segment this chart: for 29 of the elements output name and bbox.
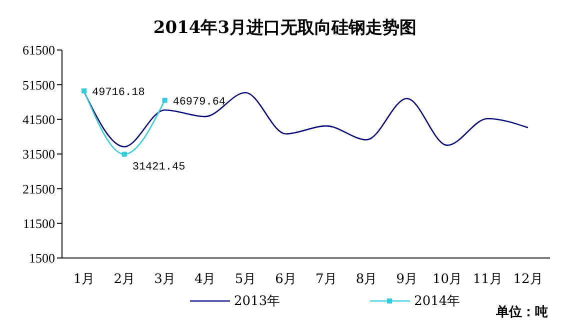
text: 单位：吨 bbox=[496, 304, 548, 321]
x-tick-label: 10月 bbox=[432, 272, 462, 288]
x-tick-label: 8月 bbox=[356, 272, 378, 288]
y-tick-label: 41500 bbox=[22, 112, 55, 127]
data-label: 46979.64 bbox=[172, 96, 226, 108]
legend-label: 2013年 bbox=[233, 293, 280, 310]
x-tick-label: 4月 bbox=[194, 272, 216, 288]
y-tick-label: 31500 bbox=[22, 146, 55, 162]
y-tick-label: 1500 bbox=[29, 250, 55, 266]
x-tick-label: 6月 bbox=[275, 272, 296, 288]
point bbox=[122, 152, 127, 157]
chart-title: 2014年3月进口无取向硅钢走势图 bbox=[152, 17, 418, 39]
y-tick-label: 51500 bbox=[22, 77, 55, 92]
x-tick-label: 3月 bbox=[154, 272, 176, 288]
x-tick-label: 7月 bbox=[316, 272, 337, 288]
y-tick-label: 61500 bbox=[22, 42, 55, 58]
x-tick-label: 1月 bbox=[73, 272, 95, 288]
legend-label: 2014年 bbox=[413, 293, 460, 310]
data-label: 49716.18 bbox=[92, 86, 145, 99]
y-tick-label: 11500 bbox=[22, 216, 55, 231]
data-label: 31421.45 bbox=[132, 161, 186, 174]
x-tick-label: 11月 bbox=[472, 272, 502, 288]
point bbox=[162, 98, 168, 103]
x-tick-label: 2月 bbox=[114, 272, 136, 288]
y-tick-label: 21500 bbox=[22, 181, 55, 196]
x-tick-label: 5月 bbox=[234, 272, 256, 288]
point bbox=[82, 88, 86, 94]
x-tick-label: 9月 bbox=[396, 272, 418, 288]
x-tick-label: 12月 bbox=[513, 272, 543, 288]
